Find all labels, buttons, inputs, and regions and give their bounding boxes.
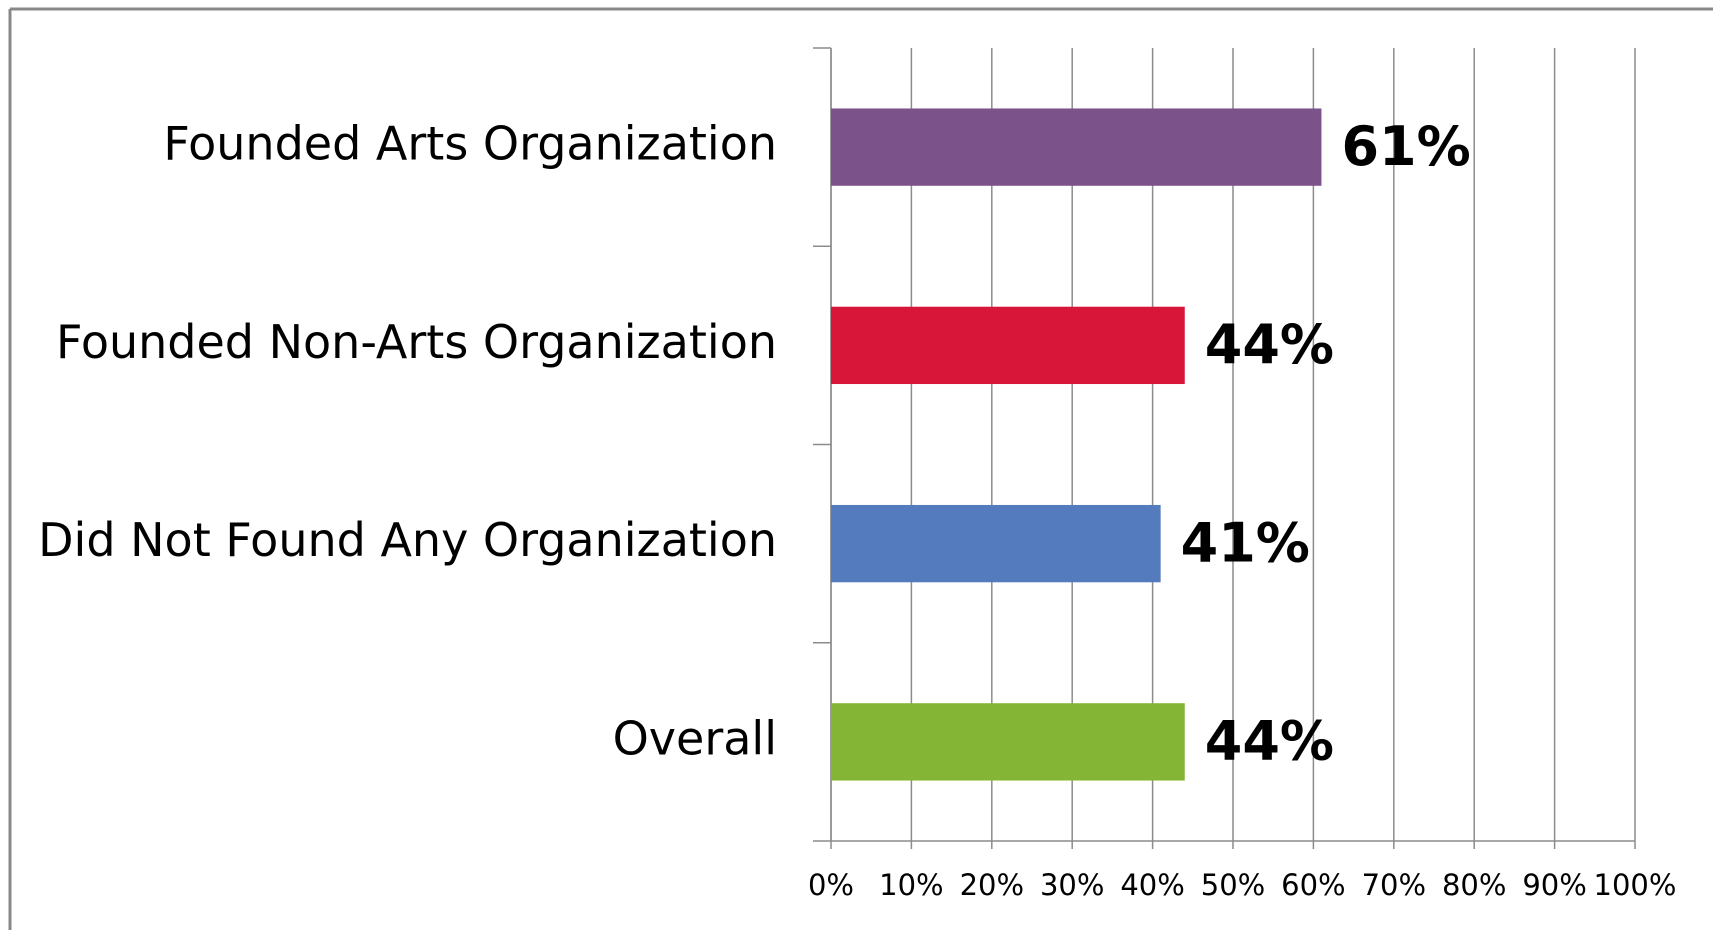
x-tick-label: 0% (808, 868, 854, 902)
bar (831, 703, 1185, 781)
x-tick-label: 20% (960, 868, 1024, 902)
y-tick-label: Founded Non-Arts Organization (56, 315, 777, 369)
y-tick-label: Founded Arts Organization (163, 117, 777, 171)
y-tick-label: Did Not Found Any Organization (38, 513, 777, 567)
value-label: 44% (1205, 313, 1334, 376)
x-tick-label: 90% (1522, 868, 1586, 902)
x-tick-label: 80% (1442, 868, 1506, 902)
x-tick-label: 40% (1120, 868, 1184, 902)
y-tick-label: Overall (613, 711, 777, 765)
bar (831, 504, 1161, 583)
bar (831, 306, 1185, 385)
x-tick-label: 100% (1594, 868, 1677, 902)
value-label: 41% (1181, 511, 1310, 574)
x-tick-label: 30% (1040, 868, 1104, 902)
bar (831, 108, 1322, 186)
x-tick-label: 50% (1201, 868, 1265, 902)
x-tick-label: 70% (1362, 868, 1426, 902)
x-tick-label: 60% (1281, 868, 1345, 902)
value-label: 61% (1341, 115, 1470, 178)
x-tick-label: 10% (879, 868, 943, 902)
value-label: 44% (1205, 710, 1334, 773)
